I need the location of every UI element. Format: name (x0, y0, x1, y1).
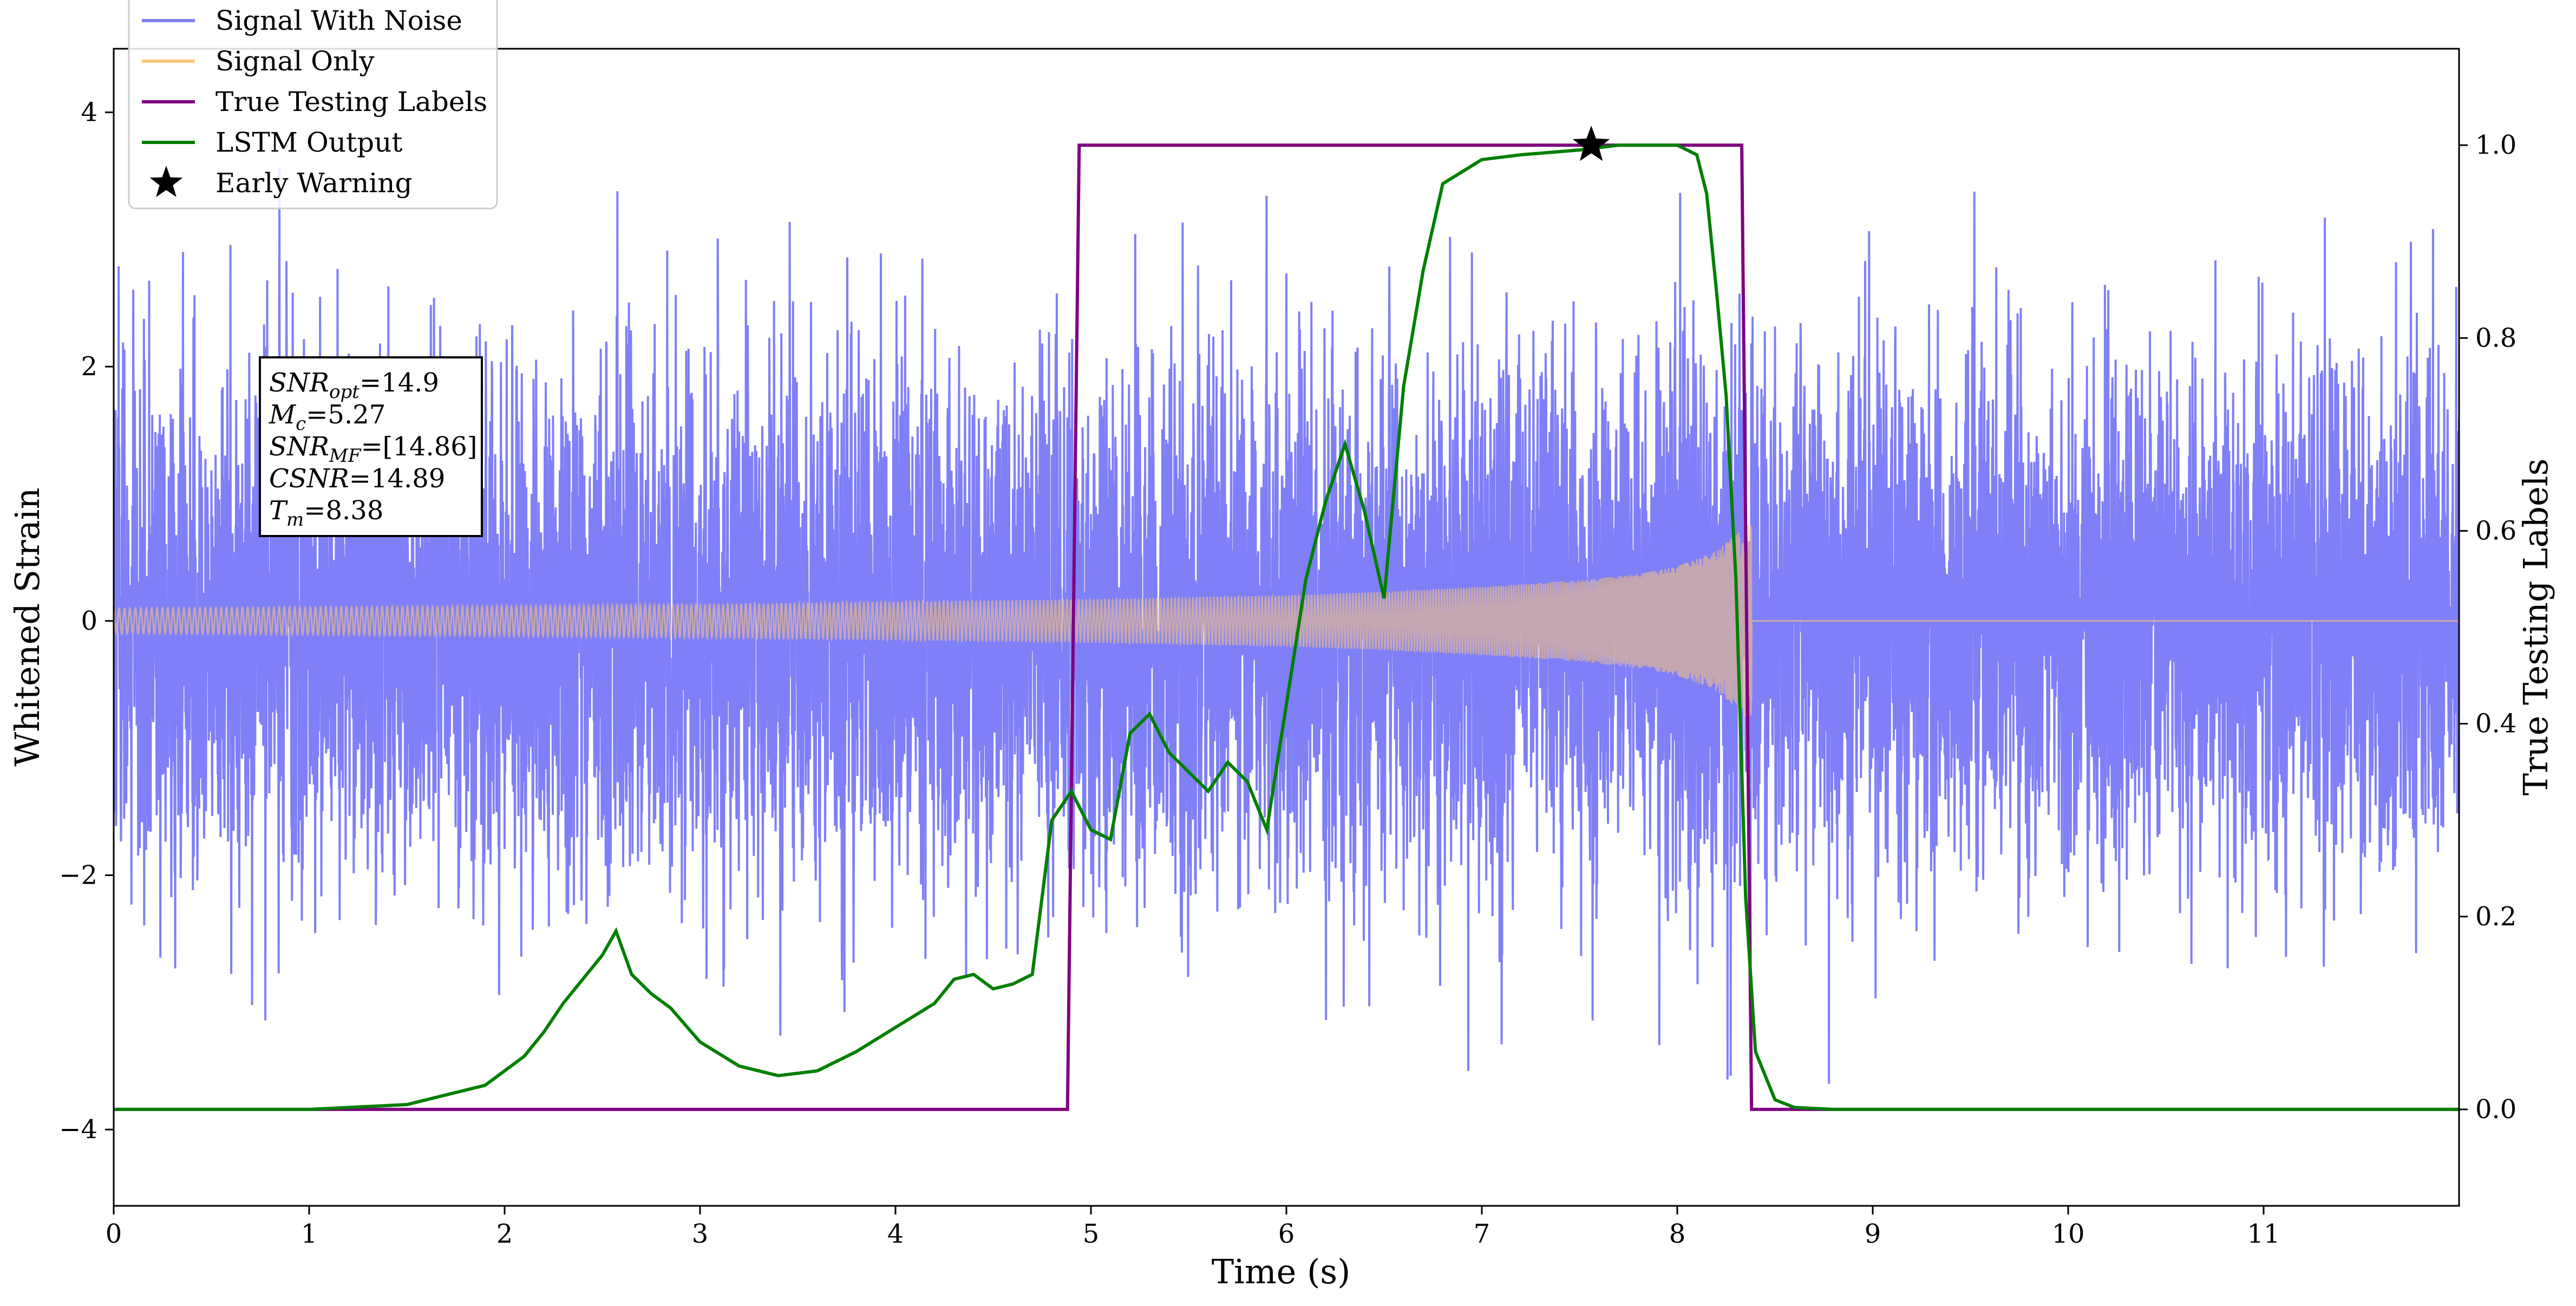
annotation-value: =8.38 (304, 495, 383, 526)
annotation-subscript: MF (329, 445, 362, 467)
y-axis-left: −4 −2 0 2 4 (59, 97, 114, 1145)
legend-label: Early Warning (215, 167, 413, 199)
y-axis-right: 0.0 0.2 0.4 0.6 0.8 1.0 (2459, 130, 2516, 1125)
annotation-line: SNRopt=14.9 (269, 368, 439, 403)
annotation-line: Mc=5.27 (269, 400, 385, 435)
legend-label: LSTM Output (215, 127, 402, 158)
y-left-tick-label: 0 (81, 606, 97, 636)
legend-marker (149, 166, 183, 197)
x-tick-label: 7 (1474, 1219, 1490, 1249)
x-axis: 0 1 2 3 4 5 6 7 8 9 10 11 (106, 1206, 2280, 1249)
annotation-symbol: SNR (269, 432, 329, 462)
annotation-subscript: opt (329, 381, 359, 403)
y-axis-left-label: Whitened Strain (8, 488, 47, 767)
y-left-tick-label: 2 (81, 351, 97, 382)
series-lstm-output (114, 143, 2459, 1111)
x-tick-label: 8 (1669, 1219, 1686, 1249)
x-tick-label: 9 (1865, 1219, 1881, 1249)
x-tick-label: 2 (496, 1219, 513, 1249)
y-right-tick-label: 0.2 (2475, 902, 2516, 932)
x-tick-label: 6 (1278, 1219, 1295, 1249)
annotation-symbol: M (269, 400, 297, 430)
annotation-subscript: c (296, 413, 306, 435)
x-tick-label: 1 (301, 1219, 318, 1249)
annotation-line: CSNR=14.89 (269, 463, 445, 494)
x-tick-label: 3 (692, 1219, 709, 1249)
x-tick-label: 0 (106, 1219, 122, 1249)
series-signal-only (114, 524, 2459, 720)
annotation-line: Tm=8.38 (269, 495, 383, 531)
annotation-value: =5.27 (306, 400, 385, 430)
annotation-symbol: CSNR (269, 463, 349, 494)
y-right-tick-label: 1.0 (2475, 130, 2516, 160)
y-left-tick-label: −4 (59, 1114, 97, 1145)
series-signal-with-noise (114, 168, 2459, 1084)
annotation-line: SNRMF=[14.86] (269, 432, 478, 467)
x-tick-label: 11 (2247, 1219, 2280, 1249)
legend-label: Signal Only (215, 45, 375, 77)
legend-label: Signal With Noise (215, 5, 462, 36)
annotation-frame (259, 356, 483, 537)
annotation-symbol: SNR (269, 368, 329, 398)
annotation-value: =14.9 (359, 368, 439, 398)
y-right-tick-label: 0.6 (2475, 515, 2516, 546)
annotation-subscript: m (286, 509, 304, 531)
y-left-tick-label: −2 (59, 860, 97, 890)
legend-frame (128, 0, 498, 210)
x-axis-label: Time (s) (1212, 1252, 1351, 1291)
annotation-box: SNRopt=14.9Mc=5.27SNRMF=[14.86]CSNR=14.8… (259, 356, 483, 537)
y-right-tick-label: 0.8 (2475, 323, 2516, 353)
annotation-value: =[14.86] (361, 432, 477, 462)
legend-label: True Testing Labels (215, 86, 487, 117)
y-right-tick-label: 0.0 (2475, 1094, 2516, 1125)
early-warning-marker (1572, 126, 1610, 161)
plot-area (114, 143, 2459, 1111)
x-tick-label: 10 (2051, 1219, 2084, 1249)
y-axis-right-label: True Testing Labels (2516, 459, 2555, 796)
y-left-tick-label: 4 (81, 97, 97, 127)
annotation-symbol: T (269, 495, 288, 526)
x-tick-label: 4 (887, 1219, 904, 1249)
y-right-tick-label: 0.4 (2475, 709, 2516, 739)
annotation-value: =14.89 (349, 463, 446, 494)
x-tick-label: 5 (1083, 1219, 1100, 1249)
legend: Signal With Noise Signal Only True Testing… (128, 0, 498, 210)
